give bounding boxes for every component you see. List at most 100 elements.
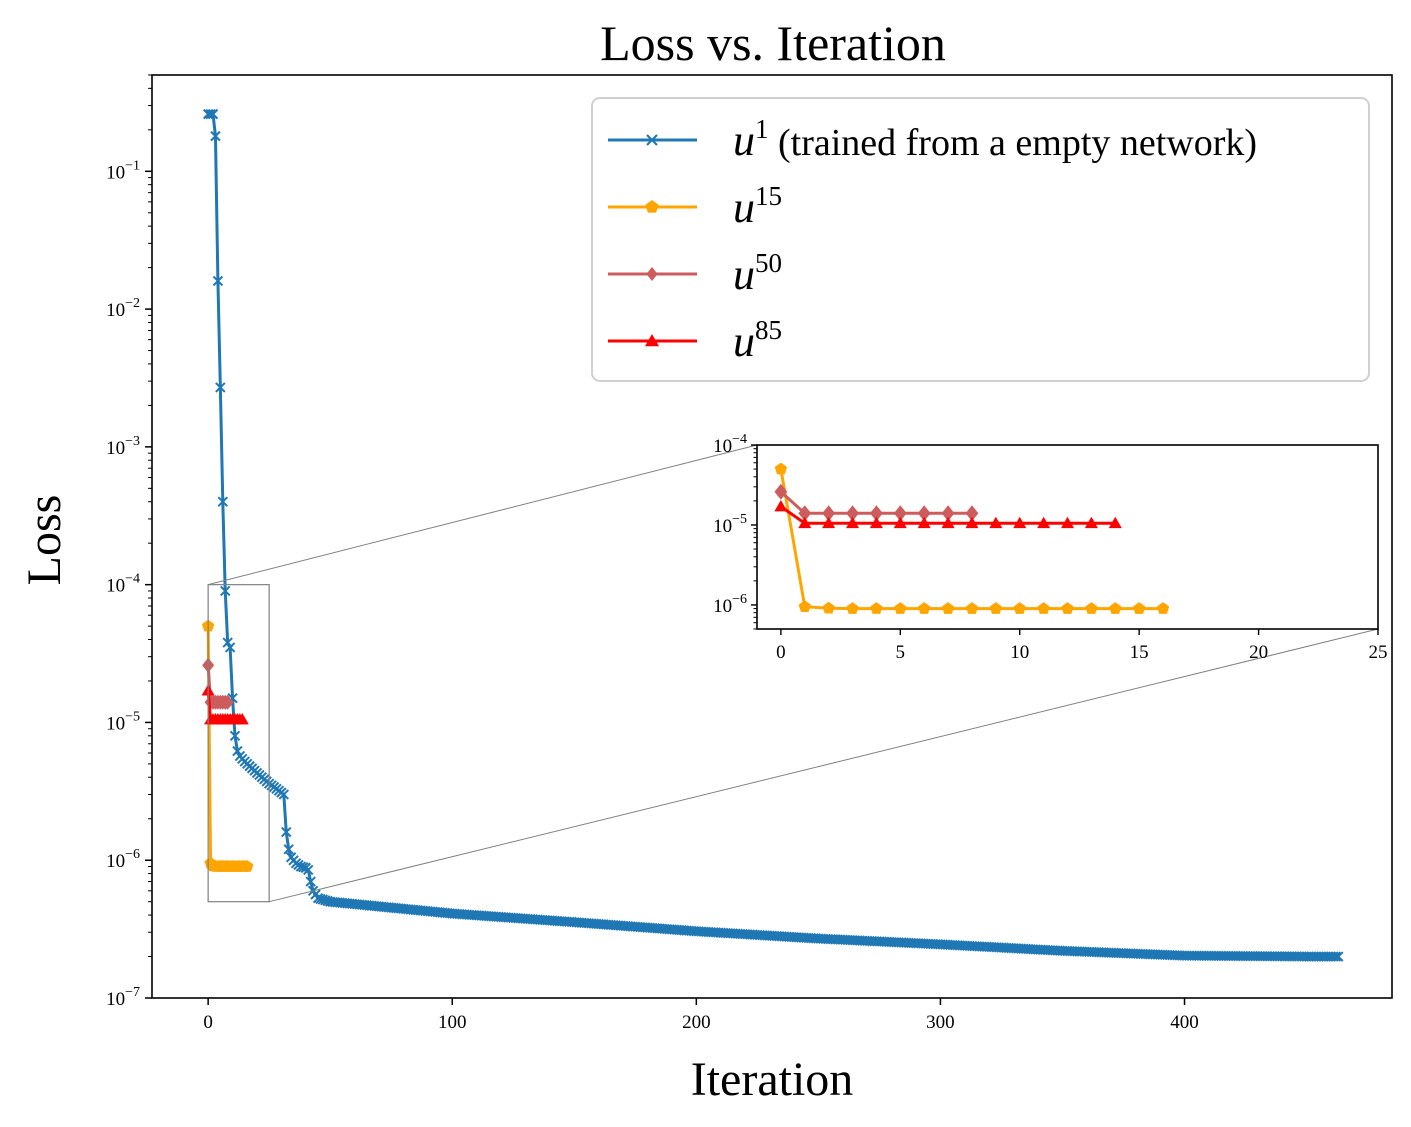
inset-y-tick-label: 10−5: [713, 512, 747, 537]
data-point-u1: [283, 844, 294, 855]
legend-marker-u15: [645, 200, 659, 213]
series-u15: [201, 619, 254, 872]
x-tick-label: 0: [203, 1012, 213, 1033]
inset-data-point-u15: [918, 602, 931, 614]
inset-data-point-u15: [1061, 602, 1074, 614]
data-point-u1: [217, 496, 228, 507]
inset-data-point-u85: [917, 516, 931, 529]
inset-data-point-u15: [1109, 602, 1122, 614]
inset-data-point-u15: [1037, 602, 1050, 614]
inset-data-point-u50: [893, 505, 907, 522]
legend-entry-u85: u85: [608, 315, 782, 366]
x-axis-title: Iteration: [691, 1053, 854, 1106]
data-point-u1: [281, 826, 292, 838]
data-point-u1: [220, 585, 231, 597]
inset-data-point-u85: [846, 516, 860, 529]
legend-label-u85: u85: [733, 315, 782, 366]
data-point-u1: [212, 275, 224, 287]
inset-y-tick-label: 10−4: [713, 432, 747, 457]
inset-series-u50: [774, 483, 979, 522]
y-tick-label: 10−7: [106, 985, 140, 1010]
inset-data-point-u15: [822, 601, 835, 614]
x-axis: 0 100 200 300 400: [203, 998, 1199, 1033]
inset-data-point-u15: [870, 602, 883, 614]
inset-data-point-u85: [893, 516, 907, 529]
data-point-u1: [1333, 951, 1344, 962]
inset-data-point-u50: [822, 505, 836, 522]
data-point-u1: [210, 130, 221, 142]
y-tick-label: 10−3: [106, 434, 140, 459]
zoom-connector: [208, 444, 758, 586]
inset-x-tick-label: 5: [896, 642, 906, 663]
inset-data-point-u50: [965, 505, 979, 522]
main-axes-frame: [151, 74, 1393, 999]
series-u1: [202, 108, 1344, 962]
inset-data-point-u50: [917, 505, 931, 522]
zoom-rectangle: [207, 584, 270, 903]
y-tick-label: 10−5: [106, 709, 140, 734]
axes-border: [151, 74, 1393, 999]
legend-marker-u1: [646, 134, 658, 146]
legend-marker-u85: [645, 334, 659, 347]
inset-data-point-u15: [941, 602, 955, 614]
inset-x-tick-label: 0: [776, 642, 786, 663]
data-point-u1: [215, 382, 226, 393]
inset-series-group: [774, 462, 1170, 614]
main-plot-area: [201, 108, 1344, 962]
zoom-connector: [269, 628, 1379, 903]
data-point-u15: [241, 860, 254, 872]
legend-entry-u15: u15: [608, 181, 782, 232]
inset-data-point-u85: [1084, 516, 1098, 529]
data-point-u1: [303, 864, 314, 876]
inset-data-point-u50: [870, 505, 883, 522]
inset-x-tick-label: 20: [1249, 642, 1268, 663]
data-point-u1: [232, 745, 243, 757]
inset-data-point-u85: [1061, 516, 1074, 529]
inset-data-point-u15: [1085, 602, 1098, 614]
inset-x-tick-label: 10: [1010, 642, 1029, 663]
x-tick-label: 300: [926, 1012, 955, 1033]
series-u85: [201, 684, 249, 725]
data-point-u1: [207, 108, 219, 120]
data-point-u1: [298, 861, 309, 873]
data-point-u1: [278, 789, 290, 800]
inset-data-point-u15: [798, 600, 811, 612]
legend: u1 (trained from a empty network) u15 u50 u…: [591, 97, 1370, 382]
inset-data-point-u15: [1156, 602, 1170, 614]
legend-entry-u50: u50: [608, 248, 782, 299]
inset-data-point-u85: [941, 516, 955, 529]
inset-data-point-u15: [1013, 602, 1026, 614]
inset-x-tick-label: 25: [1369, 642, 1388, 663]
data-point-u1: [229, 730, 241, 741]
data-point-u85: [235, 713, 249, 725]
legend-box: [591, 97, 1370, 382]
zoom-region: [207, 444, 1379, 903]
inset-series-u15: [774, 462, 1170, 614]
legend-label-u15: u15: [733, 181, 782, 232]
legend-marker-u50: [646, 267, 658, 281]
inset-data-point-u85: [989, 516, 1003, 529]
inset-data-point-u50: [798, 505, 812, 522]
y-tick-label: 10−1: [106, 158, 140, 183]
chart-title: Loss vs. Iteration: [600, 15, 946, 71]
inset-x-tick-label: 15: [1130, 642, 1149, 663]
x-tick-label: 100: [438, 1012, 467, 1033]
inset-data-point-u15: [894, 602, 907, 614]
inset-background: [757, 445, 1378, 629]
inset-data-point-u85: [1108, 516, 1122, 529]
inset-data-point-u85: [798, 516, 812, 529]
inset-data-point-u15: [965, 602, 979, 614]
y-tick-label: 10−6: [106, 847, 140, 872]
y-tick-label: 10−4: [106, 572, 140, 597]
x-tick-label: 200: [682, 1012, 711, 1033]
inset-data-point-u85: [1037, 516, 1051, 529]
inset-data-point-u15: [846, 602, 859, 614]
data-point-u1: [205, 108, 216, 120]
legend-label-u1: u1 (trained from a empty network): [733, 114, 1257, 165]
inset-data-point-u15: [1132, 602, 1146, 614]
data-point-u1: [305, 876, 316, 887]
y-axis-title: Loss: [18, 495, 71, 586]
x-tick-label: 400: [1170, 1012, 1199, 1033]
